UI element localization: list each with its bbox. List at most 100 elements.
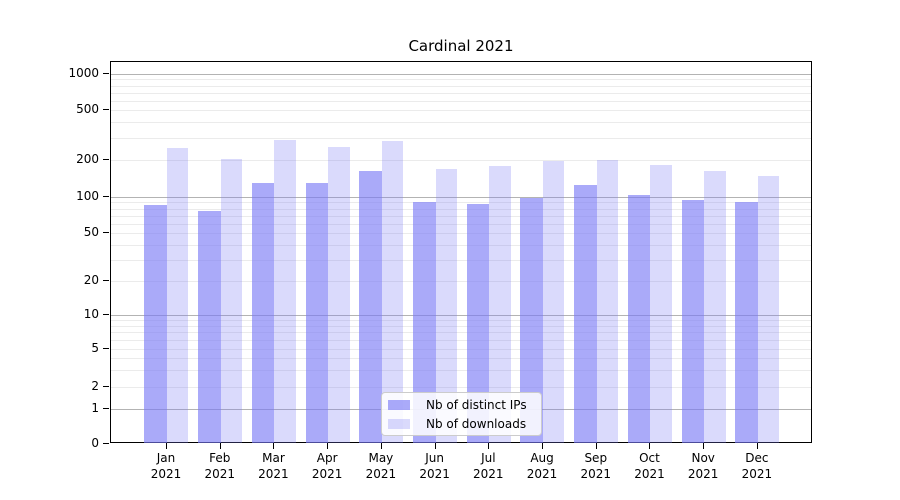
- y-tick-mark-2: [103, 386, 109, 387]
- x-tick-label-jul: Jul 2021: [473, 451, 504, 481]
- y-tick-label-2: 2: [91, 379, 99, 393]
- x-tick-label-oct: Oct 2021: [634, 451, 665, 481]
- bar-distinct-ips-aug: [520, 197, 544, 443]
- y-tick-label-200: 200: [76, 152, 99, 166]
- y-tick-label-5: 5: [91, 341, 99, 355]
- x-tick-mark-oct: [649, 443, 651, 449]
- bar-distinct-ips-jul: [466, 203, 490, 443]
- gridline-30: [111, 259, 811, 261]
- x-tick-mark-jan: [166, 443, 167, 449]
- y-tick-label-1000: 1000: [68, 66, 99, 80]
- gridline-400: [111, 122, 811, 124]
- gridline-600: [111, 100, 811, 102]
- bar-downloads-jan: [167, 147, 189, 443]
- x-tick-mark-feb: [219, 443, 221, 449]
- x-tick-label-jun: Jun 2021: [419, 451, 450, 481]
- y-tick-mark-20: [103, 280, 109, 281]
- y-tick-label-500: 500: [76, 102, 99, 116]
- bar-distinct-ips-jan: [144, 204, 167, 443]
- legend-item-distinct-ips: Nb of distinct IPs: [388, 397, 535, 412]
- bar-distinct-ips-dec: [735, 201, 758, 443]
- gridline-9: [111, 320, 811, 322]
- y-tick-mark-50: [103, 232, 109, 233]
- plot-area: [110, 61, 812, 443]
- bar-distinct-ips-oct: [627, 194, 651, 443]
- chart-title: Cardinal 2021: [408, 37, 514, 55]
- y-tick-mark-1000: [103, 73, 109, 74]
- x-tick-label-nov: Nov 2021: [687, 451, 719, 481]
- gridline-40: [111, 244, 811, 246]
- bar-downloads-oct: [650, 165, 672, 443]
- bar-downloads-may: [381, 140, 404, 443]
- y-tick-label-1: 1: [91, 401, 99, 415]
- bar-downloads-aug: [543, 161, 565, 443]
- x-tick-label-mar: Mar 2021: [258, 451, 289, 481]
- gridline-20: [111, 281, 811, 282]
- y-tick-mark-10: [103, 314, 109, 315]
- x-tick-mark-may: [380, 443, 382, 449]
- bar-distinct-ips-nov: [681, 200, 705, 443]
- x-tick-label-jan: Jan 2021: [150, 451, 182, 481]
- bar-distinct-ips-apr: [305, 182, 329, 443]
- y-tick-mark-200: [103, 159, 109, 160]
- bar-distinct-ips-may: [359, 171, 382, 443]
- gridline-7: [111, 332, 811, 334]
- bar-distinct-ips-mar: [251, 183, 275, 443]
- x-tick-label-may: May 2021: [365, 451, 397, 481]
- x-tick-label-feb: Feb 2021: [204, 451, 235, 481]
- x-tick-mark-apr: [327, 443, 329, 449]
- gridline-500: [111, 110, 811, 111]
- legend-swatch-distinct-ips: [388, 399, 410, 410]
- gridline-4: [111, 358, 811, 360]
- bar-distinct-ips-jun: [413, 201, 436, 443]
- x-tick-mark-nov: [703, 443, 705, 449]
- gridline-700: [111, 92, 811, 94]
- legend-item-downloads: Nb of downloads: [388, 416, 535, 431]
- legend: Nb of distinct IPs Nb of downloads: [381, 392, 542, 436]
- x-tick-mark-sep: [595, 443, 597, 449]
- gridline-8: [111, 325, 811, 327]
- gridline-800: [111, 85, 811, 87]
- bar-downloads-feb: [220, 158, 243, 443]
- bar-downloads-jun: [435, 168, 457, 443]
- bar-downloads-apr: [328, 146, 350, 443]
- gridline-900: [111, 79, 811, 81]
- legend-label-downloads: Nb of downloads: [426, 416, 527, 431]
- y-tick-label-0: 0: [91, 436, 99, 450]
- x-tick-mark-mar: [273, 443, 275, 449]
- gridline-60: [111, 223, 811, 225]
- gridline-80: [111, 208, 811, 210]
- x-tick-mark-dec: [756, 443, 758, 449]
- gridline-90: [111, 202, 811, 204]
- x-tick-label-dec: Dec 2021: [741, 451, 773, 481]
- y-tick-mark-1: [103, 408, 109, 409]
- x-tick-label-aug: Aug 2021: [526, 451, 558, 481]
- y-tick-label-50: 50: [83, 225, 99, 239]
- gridline-3: [111, 370, 811, 372]
- y-tick-label-20: 20: [83, 273, 99, 287]
- x-tick-label-sep: Sep 2021: [580, 451, 612, 481]
- bar-distinct-ips-feb: [198, 211, 221, 443]
- y-tick-mark-500: [103, 109, 109, 110]
- gridline-200: [111, 160, 811, 161]
- legend-swatch-downloads: [388, 418, 410, 429]
- x-tick-mark-jul: [488, 443, 490, 449]
- gridline-5: [111, 349, 811, 350]
- x-tick-mark-jun: [434, 443, 436, 449]
- gridline-1000: [111, 74, 811, 75]
- y-tick-label-10: 10: [83, 307, 99, 321]
- bar-downloads-nov: [704, 170, 726, 443]
- gridline-70: [111, 215, 811, 217]
- bar-distinct-ips-sep: [574, 185, 597, 443]
- gridline-100: [111, 197, 811, 198]
- bar-downloads-sep: [596, 160, 619, 443]
- legend-label-distinct-ips: Nb of distinct IPs: [426, 397, 527, 412]
- gridline-10: [111, 315, 811, 316]
- gridline-2: [111, 387, 811, 388]
- gridline-50: [111, 233, 811, 234]
- gridline-6: [111, 340, 811, 342]
- bar-downloads-jul: [489, 165, 511, 443]
- y-tick-mark-5: [103, 348, 109, 349]
- bar-downloads-mar: [274, 139, 296, 443]
